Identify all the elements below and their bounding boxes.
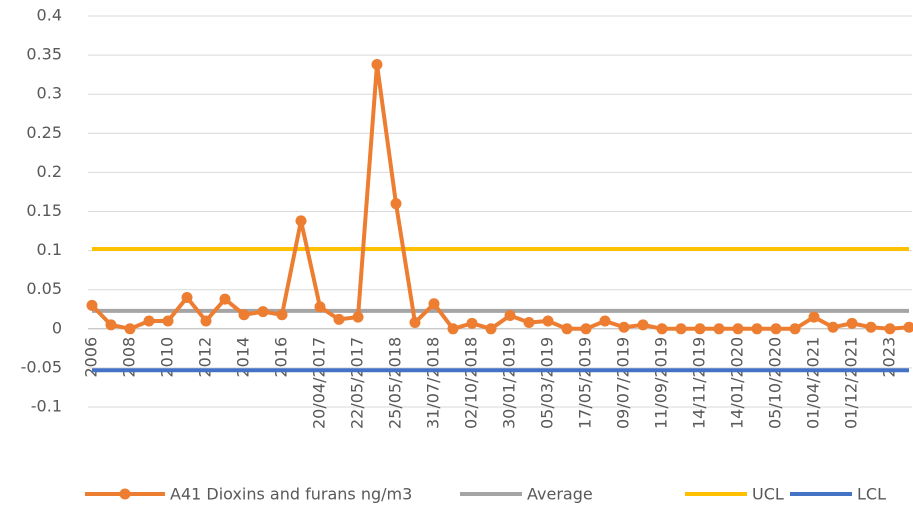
point: [371, 58, 383, 70]
point: [86, 299, 98, 311]
point: [618, 321, 630, 333]
point: [827, 321, 839, 333]
x-tick-label: 17/05/2019: [576, 337, 595, 429]
point: [295, 215, 307, 227]
x-tick-label: 14/01/2020: [728, 337, 747, 429]
point: [504, 310, 516, 322]
x-tick-label: 01/04/2021: [804, 337, 823, 429]
x-tick-label: 2016: [272, 337, 291, 378]
x-tick-label: 30/01/2019: [500, 337, 519, 429]
point: [846, 317, 858, 329]
x-tick-label: 31/07/2018: [424, 337, 443, 429]
x-tick-label: 2014: [234, 337, 253, 378]
x-tick-label: 05/03/2019: [538, 337, 557, 429]
y-tick-label: 0.35: [26, 45, 62, 64]
point: [447, 323, 459, 335]
x-tick-label: 05/10/2020: [766, 337, 785, 429]
point: [105, 319, 117, 331]
point: [466, 317, 478, 329]
x-tick-label: 14/11/2019: [690, 337, 709, 429]
legend-label: LCL: [857, 485, 886, 504]
point: [751, 323, 763, 335]
y-tick-label: 0.2: [37, 162, 62, 181]
point: [732, 323, 744, 335]
x-tick-label: 09/07/2019: [614, 337, 633, 429]
point: [409, 317, 421, 329]
y-tick-label: 0.15: [26, 201, 62, 220]
point: [903, 321, 913, 333]
point: [675, 323, 687, 335]
y-tick-label: -0.05: [21, 357, 62, 376]
x-tick-label: 02/10/2018: [462, 337, 481, 429]
point: [352, 311, 364, 323]
x-tick-label: 25/05/2018: [386, 337, 405, 429]
point: [865, 321, 877, 333]
y-tick-label: 0: [52, 318, 62, 337]
point: [200, 315, 212, 327]
point: [428, 298, 440, 310]
point: [523, 317, 535, 329]
point: [390, 198, 402, 210]
point: [808, 311, 820, 323]
x-tick-label: 20/04/2017: [310, 337, 329, 429]
x-tick-label: 2008: [120, 337, 139, 378]
point: [789, 323, 801, 335]
point: [143, 315, 155, 327]
point: [181, 292, 193, 304]
x-tick-label: 01/12/2021: [842, 337, 861, 429]
y-tick-label: 0.3: [37, 84, 62, 103]
point: [580, 323, 592, 335]
legend-marker: [119, 488, 131, 500]
point: [637, 319, 649, 331]
point: [314, 301, 326, 313]
x-tick-label: 2012: [196, 337, 215, 378]
x-tick-label: 2006: [82, 337, 101, 378]
y-tick-label: 0.25: [26, 123, 62, 142]
legend-label: UCL: [752, 485, 784, 504]
y-tick-label: 0.4: [37, 6, 62, 25]
point: [238, 309, 250, 321]
x-tick-label: 11/09/2019: [652, 337, 671, 429]
point: [884, 323, 896, 335]
point: [770, 323, 782, 335]
point: [276, 309, 288, 321]
point: [162, 315, 174, 327]
y-tick-label: 0.05: [26, 279, 62, 298]
point: [333, 313, 345, 325]
x-tick-label: 2010: [158, 337, 177, 378]
point: [656, 323, 668, 335]
legend-label: A41 Dioxins and furans ng/m3: [170, 485, 412, 504]
y-tick-label: -0.1: [31, 397, 62, 416]
point: [561, 323, 573, 335]
point: [257, 306, 269, 318]
y-tick-label: 0.1: [37, 240, 62, 259]
series-line: [90, 62, 910, 331]
point: [124, 323, 136, 335]
point: [542, 315, 554, 327]
point: [599, 315, 611, 327]
point: [694, 323, 706, 335]
x-tick-label: 22/05/2017: [348, 337, 367, 429]
x-tick-label: 2023: [880, 337, 899, 378]
point: [219, 293, 231, 305]
legend-label: Average: [527, 485, 593, 504]
point: [485, 323, 497, 335]
point: [713, 323, 725, 335]
